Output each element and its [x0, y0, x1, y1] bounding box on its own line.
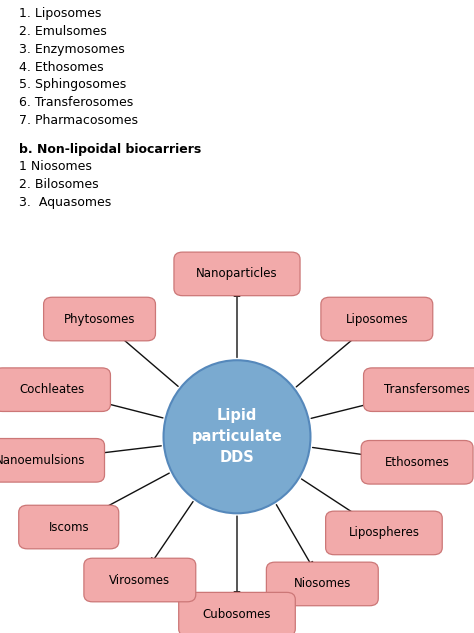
Text: Lipid
particulate
DDS: Lipid particulate DDS: [191, 408, 283, 465]
FancyBboxPatch shape: [179, 592, 295, 633]
Text: Cubosomes: Cubosomes: [203, 608, 271, 621]
FancyBboxPatch shape: [0, 368, 110, 411]
Text: 2. Bilosomes: 2. Bilosomes: [19, 179, 99, 191]
Text: b. Non-lipoidal biocarriers: b. Non-lipoidal biocarriers: [19, 142, 201, 156]
Text: Cochleates: Cochleates: [19, 383, 85, 396]
Text: Iscoms: Iscoms: [48, 520, 89, 534]
FancyBboxPatch shape: [0, 439, 104, 482]
Text: 2. Emulsomes: 2. Emulsomes: [19, 25, 107, 38]
Text: 1 Niosomes: 1 Niosomes: [19, 160, 92, 173]
Text: Ethosomes: Ethosomes: [385, 456, 449, 469]
FancyBboxPatch shape: [321, 298, 433, 341]
Text: Transfersomes: Transfersomes: [383, 383, 470, 396]
FancyBboxPatch shape: [18, 505, 118, 549]
Text: 3. Enzymosomes: 3. Enzymosomes: [19, 43, 125, 56]
Text: Virosomes: Virosomes: [109, 573, 170, 587]
Ellipse shape: [164, 360, 310, 513]
Text: Lipospheres: Lipospheres: [348, 527, 419, 539]
FancyBboxPatch shape: [326, 511, 442, 555]
FancyBboxPatch shape: [266, 562, 378, 606]
Text: 5. Sphingosomes: 5. Sphingosomes: [19, 78, 126, 92]
FancyBboxPatch shape: [44, 298, 155, 341]
Text: Phytosomes: Phytosomes: [64, 313, 135, 325]
FancyBboxPatch shape: [364, 368, 474, 411]
Text: Nanoparticles: Nanoparticles: [196, 267, 278, 280]
Text: Nanoemulsions: Nanoemulsions: [0, 454, 85, 467]
FancyBboxPatch shape: [174, 252, 300, 296]
Text: 7. Pharmacosomes: 7. Pharmacosomes: [19, 114, 138, 127]
Text: 3.  Aquasomes: 3. Aquasomes: [19, 196, 111, 209]
Text: 4. Ethosomes: 4. Ethosomes: [19, 61, 104, 73]
Text: 6. Transferosomes: 6. Transferosomes: [19, 96, 133, 110]
FancyBboxPatch shape: [361, 441, 473, 484]
Text: Niosomes: Niosomes: [293, 577, 351, 591]
FancyBboxPatch shape: [84, 558, 196, 602]
Text: 1. Liposomes: 1. Liposomes: [19, 7, 101, 20]
Text: Liposomes: Liposomes: [346, 313, 408, 325]
